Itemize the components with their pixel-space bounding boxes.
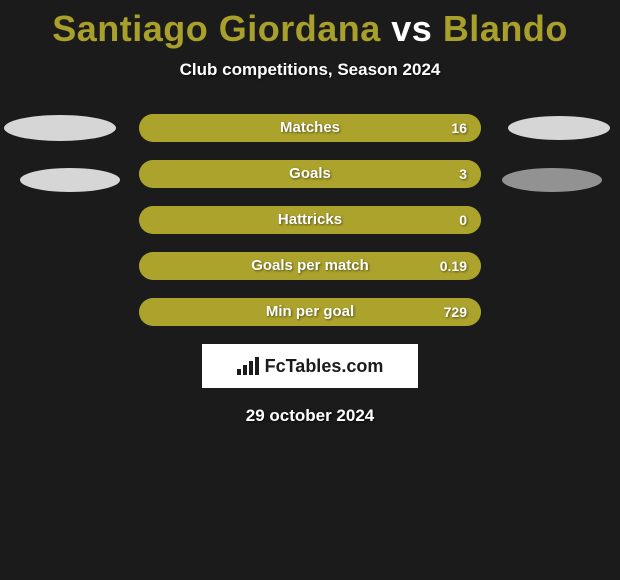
stat-bar-label: Goals — [139, 160, 481, 188]
chart-icon — [237, 357, 259, 375]
stat-bar-value: 0.19 — [440, 252, 467, 280]
comparison-area: Matches16 Goals3 Hattricks0 Goals per match… — [0, 114, 620, 326]
avatar-right-2 — [502, 168, 602, 192]
stat-bar: Min per goal729 — [139, 298, 481, 326]
subtitle: Club competitions, Season 2024 — [0, 60, 620, 80]
stat-bar-value: 0 — [459, 206, 467, 234]
footer-logo-text: FcTables.com — [265, 356, 384, 377]
title-player2: Blando — [443, 8, 568, 49]
avatar-right-1 — [508, 116, 610, 140]
title-vs: vs — [391, 8, 432, 49]
stat-bar: Matches16 — [139, 114, 481, 142]
stat-bar-label: Matches — [139, 114, 481, 142]
footer-logo: FcTables.com — [202, 344, 418, 388]
footer-date: 29 october 2024 — [0, 406, 620, 426]
avatar-left-2 — [20, 168, 120, 192]
stat-bar: Hattricks0 — [139, 206, 481, 234]
stat-bar-value: 16 — [451, 114, 467, 142]
stat-bars: Matches16 Goals3 Hattricks0 Goals per match… — [139, 114, 481, 326]
stat-bar-label: Hattricks — [139, 206, 481, 234]
avatar-left-1 — [4, 115, 116, 141]
stat-bar: Goals per match0.19 — [139, 252, 481, 280]
stat-bar-label: Min per goal — [139, 298, 481, 326]
stat-bar: Goals3 — [139, 160, 481, 188]
title-player1: Santiago Giordana — [52, 8, 381, 49]
stat-bar-value: 3 — [459, 160, 467, 188]
page-title: Santiago Giordana vs Blando — [0, 0, 620, 50]
stat-bar-value: 729 — [444, 298, 467, 326]
stat-bar-label: Goals per match — [139, 252, 481, 280]
